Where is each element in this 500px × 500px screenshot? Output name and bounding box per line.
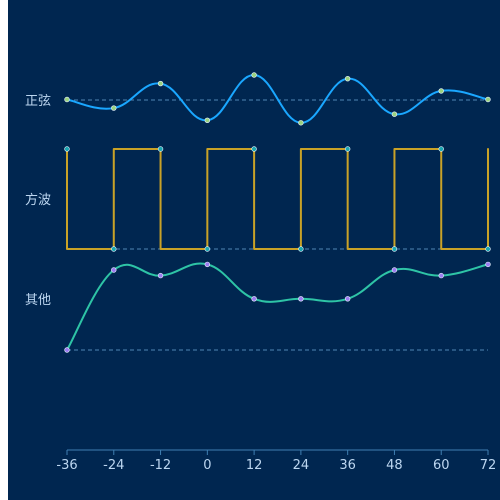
data-point-series-1-2 xyxy=(157,146,164,152)
data-point-series-1-4 xyxy=(251,146,257,152)
x-tick-label-1: -24 xyxy=(103,458,124,473)
data-point-series-2-9 xyxy=(485,261,491,268)
data-point-series-2-4 xyxy=(251,296,257,302)
data-point-series-0-7 xyxy=(391,111,398,117)
data-point-series-0-8 xyxy=(438,88,444,94)
x-axis: -36 -24 -12 0 12 24 36 48 60 72 xyxy=(56,450,496,473)
data-point-series-2-5 xyxy=(298,296,304,302)
data-point-series-0-4 xyxy=(251,72,257,78)
data-point-series-2-8 xyxy=(438,272,444,279)
data-point-series-0-5 xyxy=(298,120,304,126)
chart: 正弦 方波 其他 -36 -24 -12 0 12 24 36 48 60 72 xyxy=(8,0,500,500)
data-point-series-0-6 xyxy=(344,75,351,82)
row-label-other: 其他 xyxy=(25,293,51,308)
chart-panel: 正弦 方波 其他 -36 -24 -12 0 12 24 36 48 60 72 xyxy=(8,0,500,500)
data-point-series-2-2 xyxy=(157,272,164,279)
data-point-series-1-8 xyxy=(438,146,444,152)
x-tick-label-3: 0 xyxy=(203,458,211,473)
series-line-2 xyxy=(66,262,489,351)
series-line-0 xyxy=(66,73,489,124)
data-point-series-1-1 xyxy=(111,246,117,252)
data-point-series-1-6 xyxy=(344,146,351,152)
data-point-series-1-5 xyxy=(298,246,304,252)
data-point-series-1-3 xyxy=(204,246,211,252)
data-point-series-2-3 xyxy=(204,261,211,268)
data-point-series-0-9 xyxy=(485,96,491,103)
x-tick-label-2: -12 xyxy=(150,458,171,473)
data-point-series-2-6 xyxy=(344,296,351,302)
data-point-series-0-1 xyxy=(111,105,117,111)
data-point-series-0-2 xyxy=(157,80,164,87)
data-point-series-0-3 xyxy=(204,117,211,124)
data-point-series-2-1 xyxy=(111,267,117,273)
x-tick-label-4: 12 xyxy=(246,458,263,473)
x-tick-label-8: 60 xyxy=(433,458,450,473)
x-tick-label-5: 24 xyxy=(293,458,310,473)
x-tick-label-6: 36 xyxy=(339,458,356,473)
data-point-series-2-0 xyxy=(64,347,70,353)
data-point-series-2-7 xyxy=(391,267,398,273)
data-point-series-0-0 xyxy=(64,96,70,103)
data-point-series-1-7 xyxy=(391,246,398,252)
x-tick-label-0: -36 xyxy=(56,458,77,473)
x-tick-label-7: 48 xyxy=(386,458,403,473)
row-label-sine: 正弦 xyxy=(25,93,51,109)
data-point-series-1-0 xyxy=(64,146,70,152)
plot-layer xyxy=(64,72,491,353)
x-tick-label-9: 72 xyxy=(480,458,497,473)
row-label-square: 方波 xyxy=(25,192,51,208)
data-point-series-1-9 xyxy=(485,246,491,252)
